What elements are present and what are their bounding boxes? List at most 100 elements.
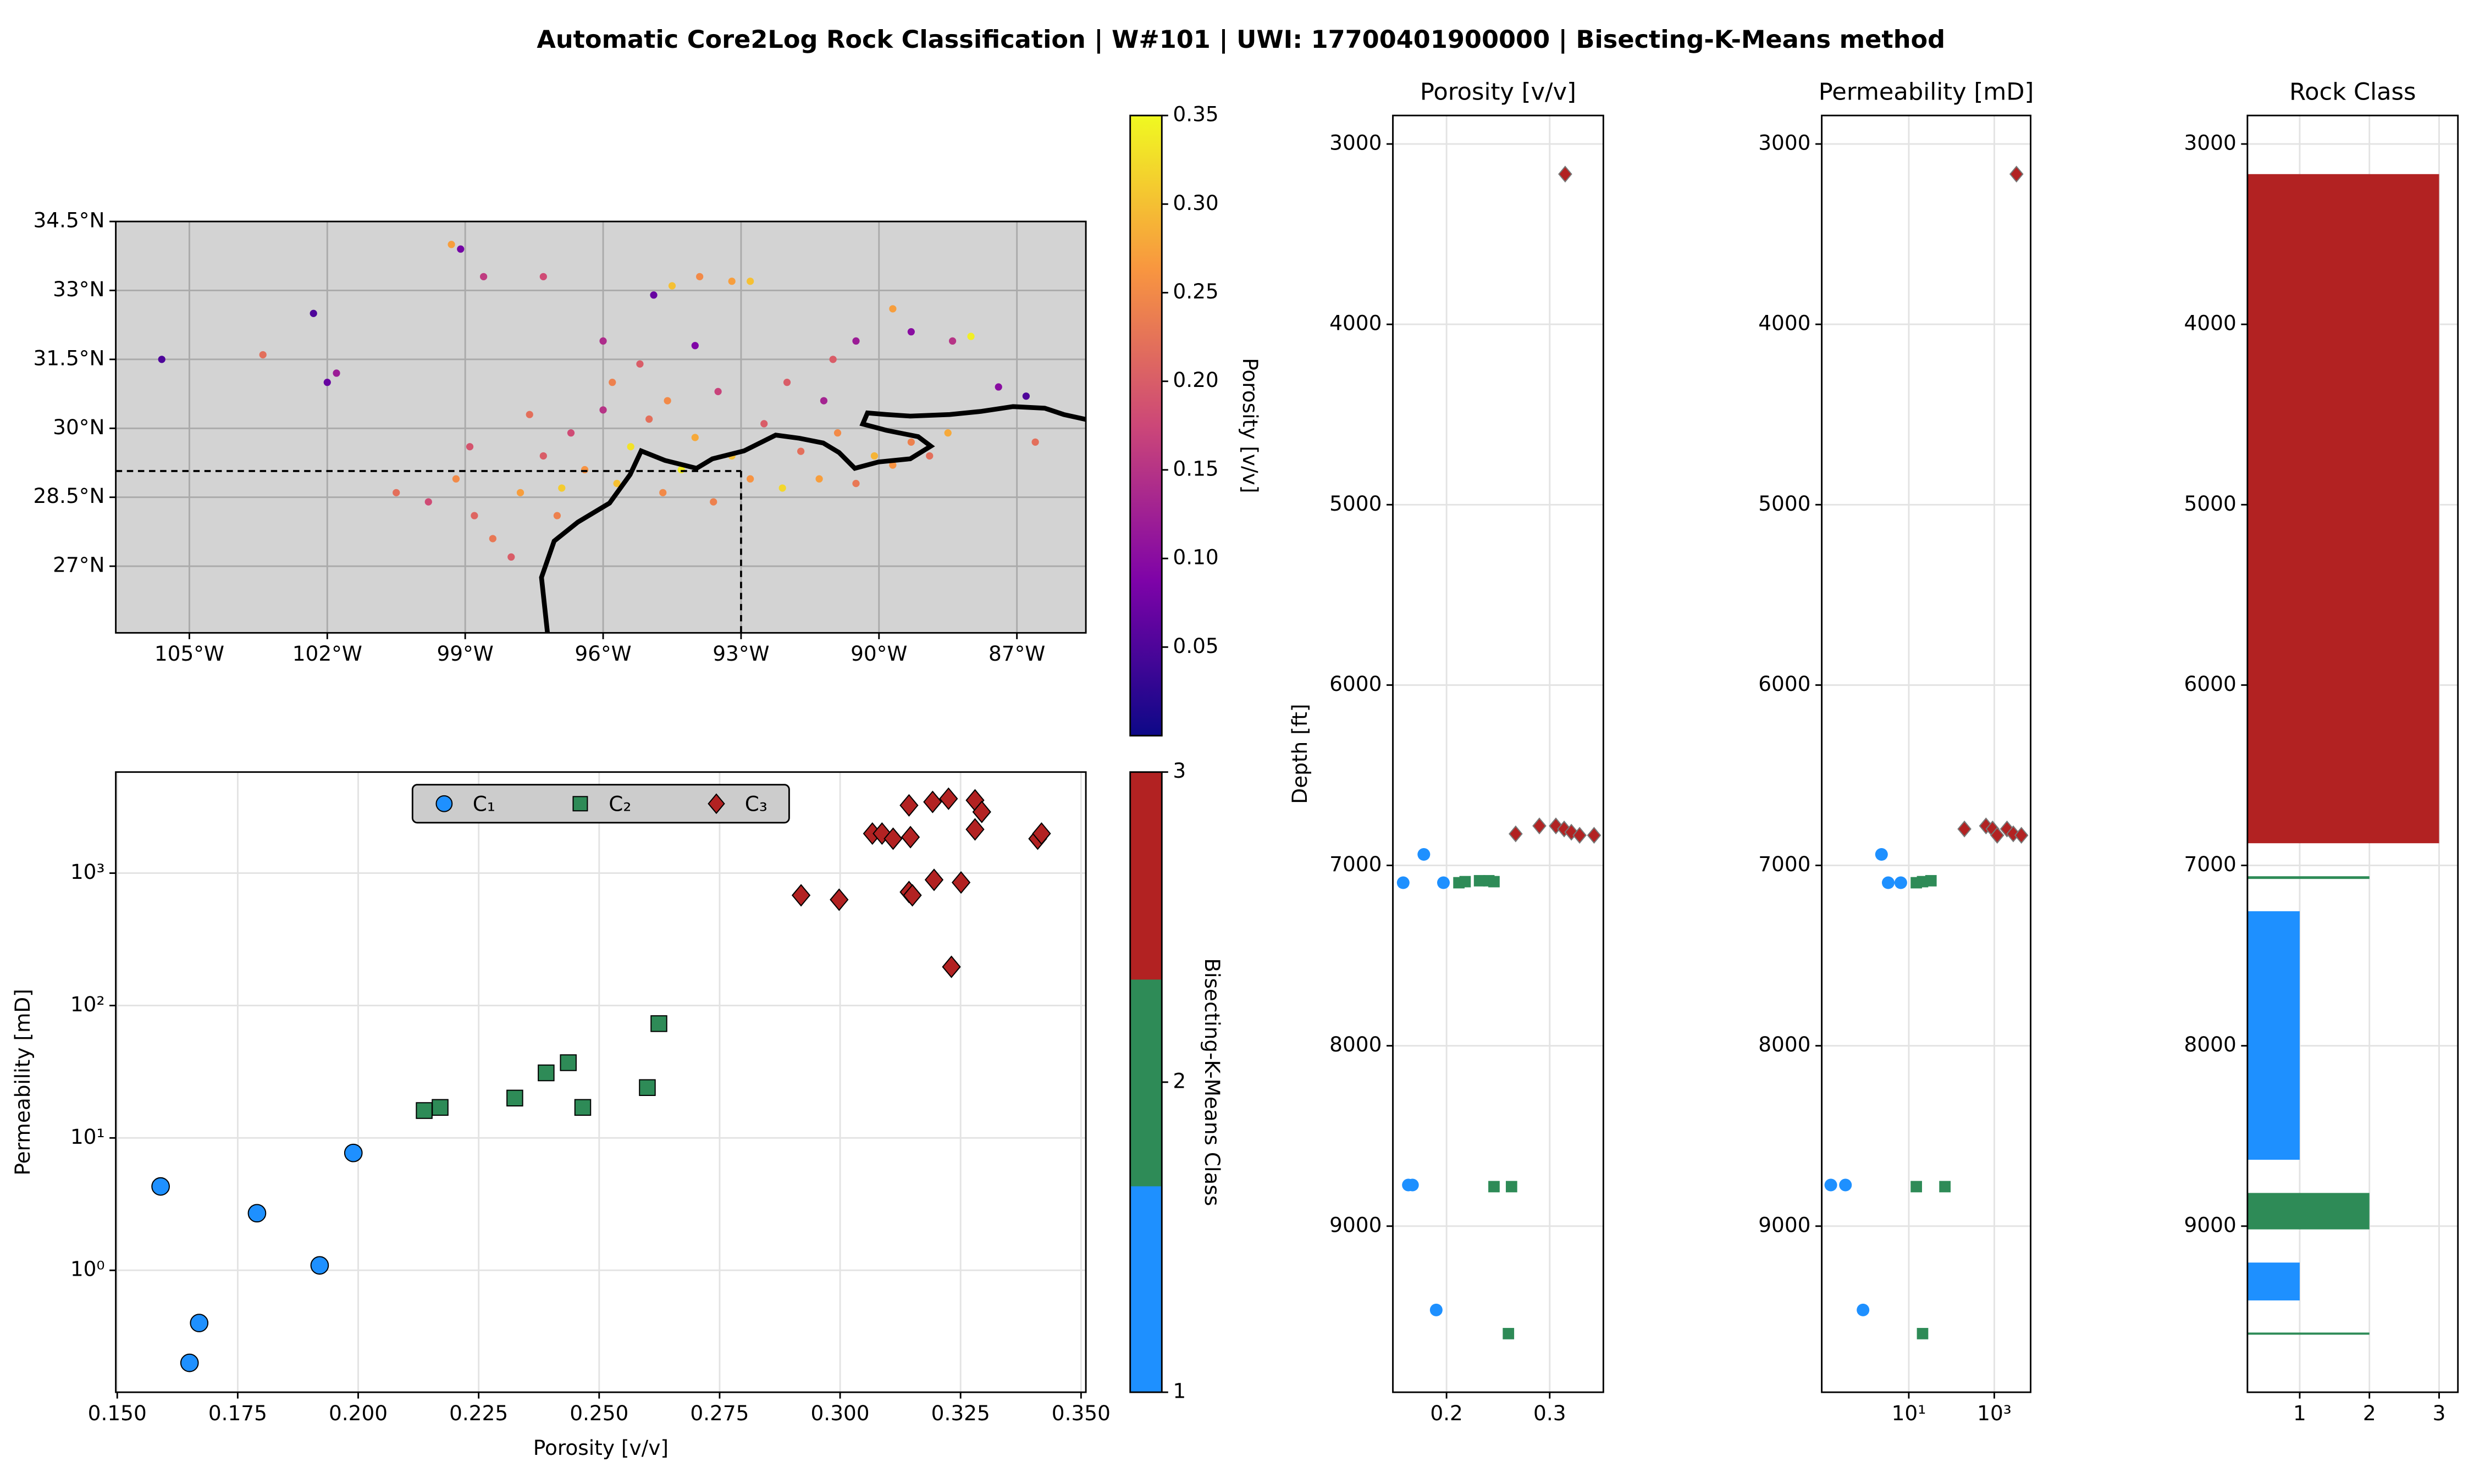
marker: [783, 379, 791, 386]
y-tick-label: 28.5°N: [33, 484, 104, 508]
marker: [516, 489, 524, 496]
marker: [1957, 820, 1972, 838]
x-tick-label: 99°W: [437, 641, 494, 666]
y-tick-label: 7000: [1329, 852, 1382, 876]
marker: [416, 1102, 433, 1119]
marker: [567, 429, 575, 437]
marker: [506, 1089, 523, 1107]
x-tick-label: 0.300: [811, 1401, 870, 1425]
colorbar-tick-label: 3: [1173, 758, 1186, 783]
marker: [1022, 392, 1030, 400]
marker: [1437, 876, 1450, 889]
class-bar: [2247, 1193, 2370, 1230]
y-tick-label: 8000: [1329, 1032, 1382, 1056]
marker: [1396, 876, 1410, 889]
marker: [714, 387, 722, 396]
marker: [901, 826, 920, 849]
marker: [1990, 827, 2004, 844]
y-tick-label: 6000: [1329, 672, 1382, 696]
y-tick-label: 10³: [70, 860, 105, 884]
marker: [1406, 1178, 1419, 1192]
marker: [797, 447, 805, 455]
marker: [708, 793, 725, 815]
legend-label: C₂: [609, 792, 631, 816]
class-bar: [2247, 1262, 2300, 1301]
x-tick-label: 0.150: [88, 1401, 147, 1425]
marker: [507, 553, 515, 561]
marker: [923, 790, 942, 813]
marker: [924, 868, 944, 891]
marker: [1572, 827, 1587, 844]
marker: [344, 1143, 363, 1162]
colorbar-segment: [1130, 772, 1162, 980]
x-tick-label: 10³: [1977, 1401, 2012, 1425]
y-tick-label: 7000: [2184, 852, 2236, 876]
marker: [791, 884, 811, 907]
marker: [899, 794, 919, 817]
marker: [942, 955, 961, 978]
marker: [448, 241, 455, 248]
y-tick-label: 9000: [1758, 1212, 1810, 1237]
marker: [829, 356, 837, 363]
colorbar-label: Porosity [v/v]: [1238, 358, 1262, 493]
x-tick-label: 10¹: [1892, 1401, 1926, 1425]
marker: [636, 360, 644, 368]
colorbar-tick-label: 0.05: [1173, 634, 1218, 658]
marker: [691, 342, 699, 350]
marker: [747, 278, 754, 285]
y-tick-label: 10¹: [70, 1125, 105, 1149]
marker: [424, 498, 432, 506]
marker: [883, 827, 903, 850]
marker: [778, 484, 786, 492]
marker: [852, 337, 860, 345]
x-axis-label: Porosity [v/v]: [533, 1436, 669, 1460]
marker: [599, 406, 607, 414]
y-tick-label: 8000: [1758, 1032, 1810, 1056]
x-tick-label: 0.225: [449, 1401, 508, 1425]
marker: [1917, 1328, 1929, 1339]
x-tick-label: 1: [2293, 1401, 2306, 1425]
figure-title: Automatic Core2Log Rock Classification |…: [537, 25, 1945, 54]
colorbar-label: Bisecting-K-Means Class: [1200, 958, 1224, 1206]
marker: [815, 475, 823, 483]
colorbar-tick-label: 2: [1173, 1068, 1186, 1093]
panel-title: Rock Class: [2289, 78, 2416, 106]
x-tick-label: 0.250: [570, 1401, 628, 1425]
marker: [1925, 875, 1937, 887]
marker: [747, 475, 754, 483]
marker: [951, 871, 971, 894]
legend-box: [411, 784, 790, 824]
marker: [1587, 827, 1602, 844]
marker: [457, 245, 465, 253]
marker: [1459, 876, 1471, 888]
x-tick-label: 0.350: [1052, 1401, 1111, 1425]
marker: [1503, 1328, 1515, 1339]
marker: [650, 1015, 667, 1032]
marker: [995, 383, 1002, 391]
marker: [668, 282, 676, 290]
y-tick-label: 5000: [1329, 491, 1382, 516]
marker: [432, 1099, 449, 1116]
marker: [333, 369, 340, 377]
y-tick-label: 27°N: [53, 553, 104, 577]
marker: [572, 796, 588, 812]
marker: [247, 1204, 267, 1223]
y-axis-label: Depth [ft]: [1288, 704, 1312, 804]
y-tick-label: 4000: [1329, 311, 1382, 335]
marker: [323, 379, 331, 386]
legend-label: C₃: [745, 792, 767, 816]
marker: [151, 1177, 170, 1196]
axes-frame: [1392, 114, 1604, 1393]
colorbar-tick-label: 1: [1173, 1379, 1186, 1403]
marker: [1032, 822, 1051, 845]
marker: [710, 498, 717, 506]
y-tick-label: 3000: [1329, 130, 1382, 154]
marker: [393, 489, 400, 496]
marker: [645, 415, 653, 423]
map-background: [115, 221, 1086, 633]
marker: [538, 1064, 555, 1082]
y-tick-label: 8000: [2184, 1032, 2236, 1056]
coastline: [539, 404, 1086, 633]
